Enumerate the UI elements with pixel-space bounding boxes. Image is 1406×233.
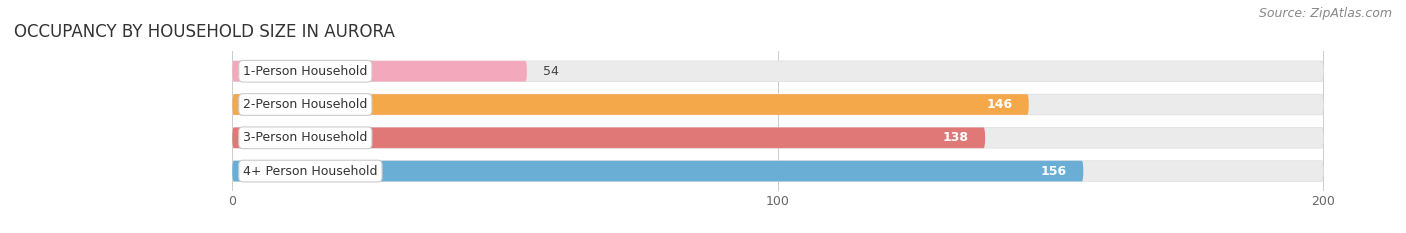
FancyBboxPatch shape [232,61,1323,82]
Text: 156: 156 [1040,164,1067,178]
Text: 1-Person Household: 1-Person Household [243,65,367,78]
Text: 54: 54 [543,65,560,78]
FancyBboxPatch shape [232,161,1083,182]
Text: 3-Person Household: 3-Person Household [243,131,367,144]
FancyBboxPatch shape [232,61,527,82]
FancyBboxPatch shape [232,127,1323,148]
Text: 138: 138 [943,131,969,144]
Text: 4+ Person Household: 4+ Person Household [243,164,378,178]
FancyBboxPatch shape [232,127,986,148]
Text: OCCUPANCY BY HOUSEHOLD SIZE IN AURORA: OCCUPANCY BY HOUSEHOLD SIZE IN AURORA [14,23,395,41]
Text: 2-Person Household: 2-Person Household [243,98,367,111]
FancyBboxPatch shape [232,94,1029,115]
FancyBboxPatch shape [232,161,1323,182]
Text: 146: 146 [986,98,1012,111]
FancyBboxPatch shape [232,94,1323,115]
Text: Source: ZipAtlas.com: Source: ZipAtlas.com [1258,7,1392,20]
